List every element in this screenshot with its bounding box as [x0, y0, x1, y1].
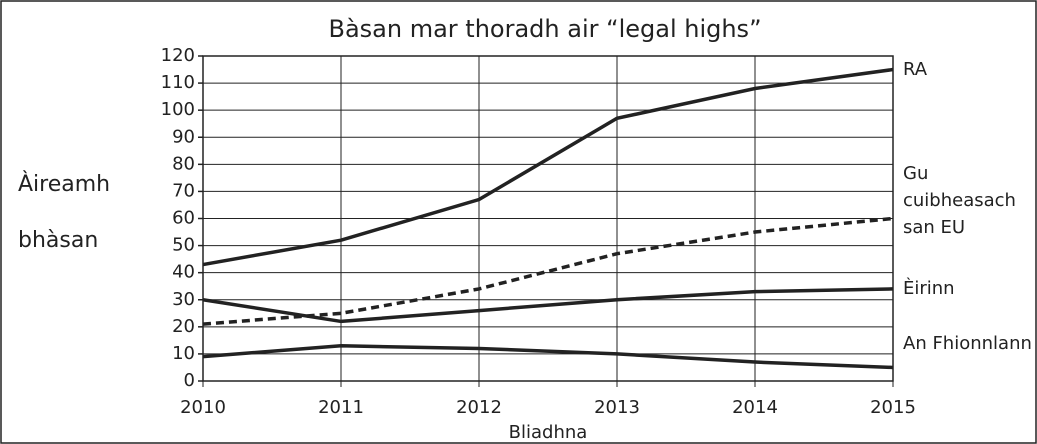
series-line — [202, 344, 894, 370]
y-tick-label: 80 — [172, 153, 195, 174]
x-tick-label: 2013 — [594, 397, 640, 418]
y-tick-label: 60 — [172, 208, 195, 229]
series-line — [202, 67, 894, 267]
x-axis-label: Bliadhna — [509, 422, 588, 443]
y-tick-label: 40 — [172, 262, 195, 283]
series-label: RA — [903, 59, 928, 80]
plot-border — [202, 55, 894, 382]
y-tick-label: 100 — [161, 99, 195, 120]
x-tick-label: 2010 — [180, 397, 226, 418]
series-line — [202, 216, 894, 326]
y-tick-label: 110 — [161, 72, 195, 93]
series-label: Gu cuibheasach san EU — [903, 163, 1016, 238]
x-tick-label: 2015 — [870, 397, 916, 418]
y-tick-label: 70 — [172, 180, 195, 201]
y-axis-label: Àireamh bhàsan — [18, 172, 111, 253]
x-tick-label: 2012 — [456, 397, 502, 418]
y-tick-label: 20 — [172, 316, 195, 337]
series-label: An Fhionnlann — [903, 333, 1032, 354]
y-tick-label: 0 — [184, 370, 195, 391]
series-line — [202, 287, 894, 324]
y-tick-label: 90 — [172, 126, 195, 147]
y-tick-label: 30 — [172, 289, 195, 310]
y-tick-label: 50 — [172, 235, 195, 256]
series-label: Èirinn — [903, 278, 955, 299]
y-tick-label: 10 — [172, 343, 195, 364]
chart-title: Bàsan mar thoradh air “legal highs” — [329, 15, 762, 43]
x-tick-label: 2014 — [732, 397, 778, 418]
y-tick-label: 120 — [161, 45, 195, 66]
x-tick-label: 2011 — [318, 397, 364, 418]
